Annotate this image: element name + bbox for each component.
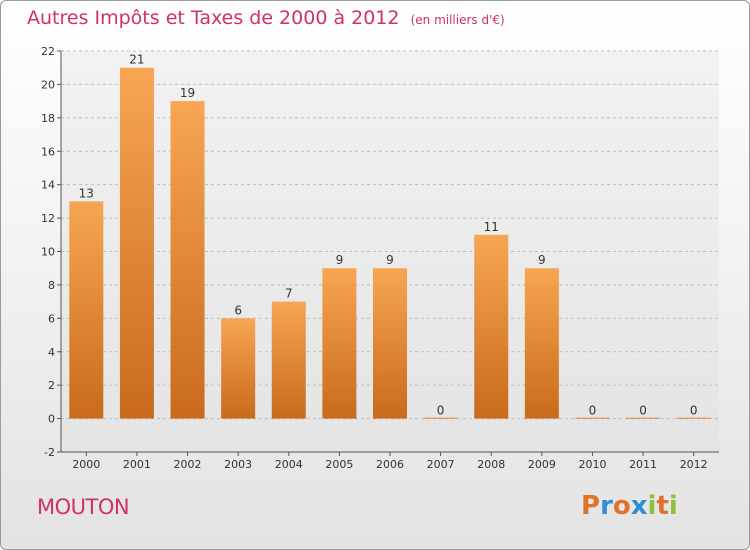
bar	[676, 417, 711, 419]
x-tick-label: 2004	[275, 458, 303, 471]
data-label: 0	[690, 404, 698, 418]
bar	[524, 268, 559, 419]
logo-letter: P	[581, 491, 601, 521]
proxiti-logo: Proxiti	[581, 491, 678, 521]
y-tick-label: 4	[48, 346, 55, 359]
data-label: 9	[336, 253, 344, 267]
logo-letter: i	[647, 491, 657, 521]
y-tick-label: 0	[48, 413, 55, 426]
logo-letter: o	[612, 491, 631, 521]
bar	[474, 234, 509, 419]
data-label: 9	[538, 253, 546, 267]
x-tick-label: 2006	[376, 458, 404, 471]
logo-letter: t	[656, 491, 669, 521]
logo-letter: x	[630, 491, 648, 521]
data-label: 0	[589, 404, 597, 418]
place-name: MOUTON	[37, 495, 130, 519]
data-label: 21	[129, 53, 144, 67]
data-label: 9	[386, 253, 394, 267]
data-label: 0	[437, 404, 445, 418]
bar	[575, 417, 610, 419]
chart-subtitle: (en milliers d'€)	[410, 13, 505, 27]
bar	[221, 318, 256, 419]
bar	[69, 201, 104, 419]
bar	[373, 268, 407, 419]
bar	[423, 417, 458, 419]
y-tick-label: 22	[41, 45, 55, 58]
y-tick-label: 8	[48, 279, 55, 292]
y-tick-label: 6	[48, 312, 55, 325]
y-tick-label: 20	[41, 78, 55, 91]
data-label: 7	[285, 287, 293, 301]
data-label: 6	[234, 303, 242, 317]
title-row: Autres Impôts et Taxes de 2000 à 2012 (e…	[27, 7, 505, 29]
x-tick-label: 2003	[224, 458, 252, 471]
x-tick-label: 2008	[477, 458, 505, 471]
y-tick-label: 18	[41, 112, 55, 125]
y-tick-label: 14	[41, 179, 55, 192]
bar	[170, 101, 205, 419]
logo-letter: r	[600, 491, 613, 521]
logo-letter: i	[668, 491, 678, 521]
x-tick-label: 2007	[427, 458, 455, 471]
bar	[322, 268, 357, 419]
x-tick-label: 2001	[123, 458, 151, 471]
bar	[119, 67, 154, 419]
x-tick-label: 2011	[629, 458, 657, 471]
data-label: 0	[639, 404, 647, 418]
x-tick-label: 2010	[578, 458, 606, 471]
bar	[626, 417, 661, 419]
y-tick-label: 2	[48, 379, 55, 392]
x-tick-label: 2009	[528, 458, 556, 471]
y-tick-label: 10	[41, 246, 55, 259]
bar	[271, 301, 306, 419]
x-tick-label: 2000	[72, 458, 100, 471]
x-tick-label: 2012	[680, 458, 708, 471]
y-tick-label: -2	[44, 446, 55, 459]
data-label: 11	[484, 220, 499, 234]
y-tick-label: 16	[41, 145, 55, 158]
chart-title: Autres Impôts et Taxes de 2000 à 2012	[27, 7, 400, 29]
data-label: 19	[180, 86, 195, 100]
data-label: 13	[79, 186, 94, 200]
y-tick-label: 12	[41, 212, 55, 225]
x-tick-label: 2005	[325, 458, 353, 471]
x-tick-label: 2002	[174, 458, 202, 471]
